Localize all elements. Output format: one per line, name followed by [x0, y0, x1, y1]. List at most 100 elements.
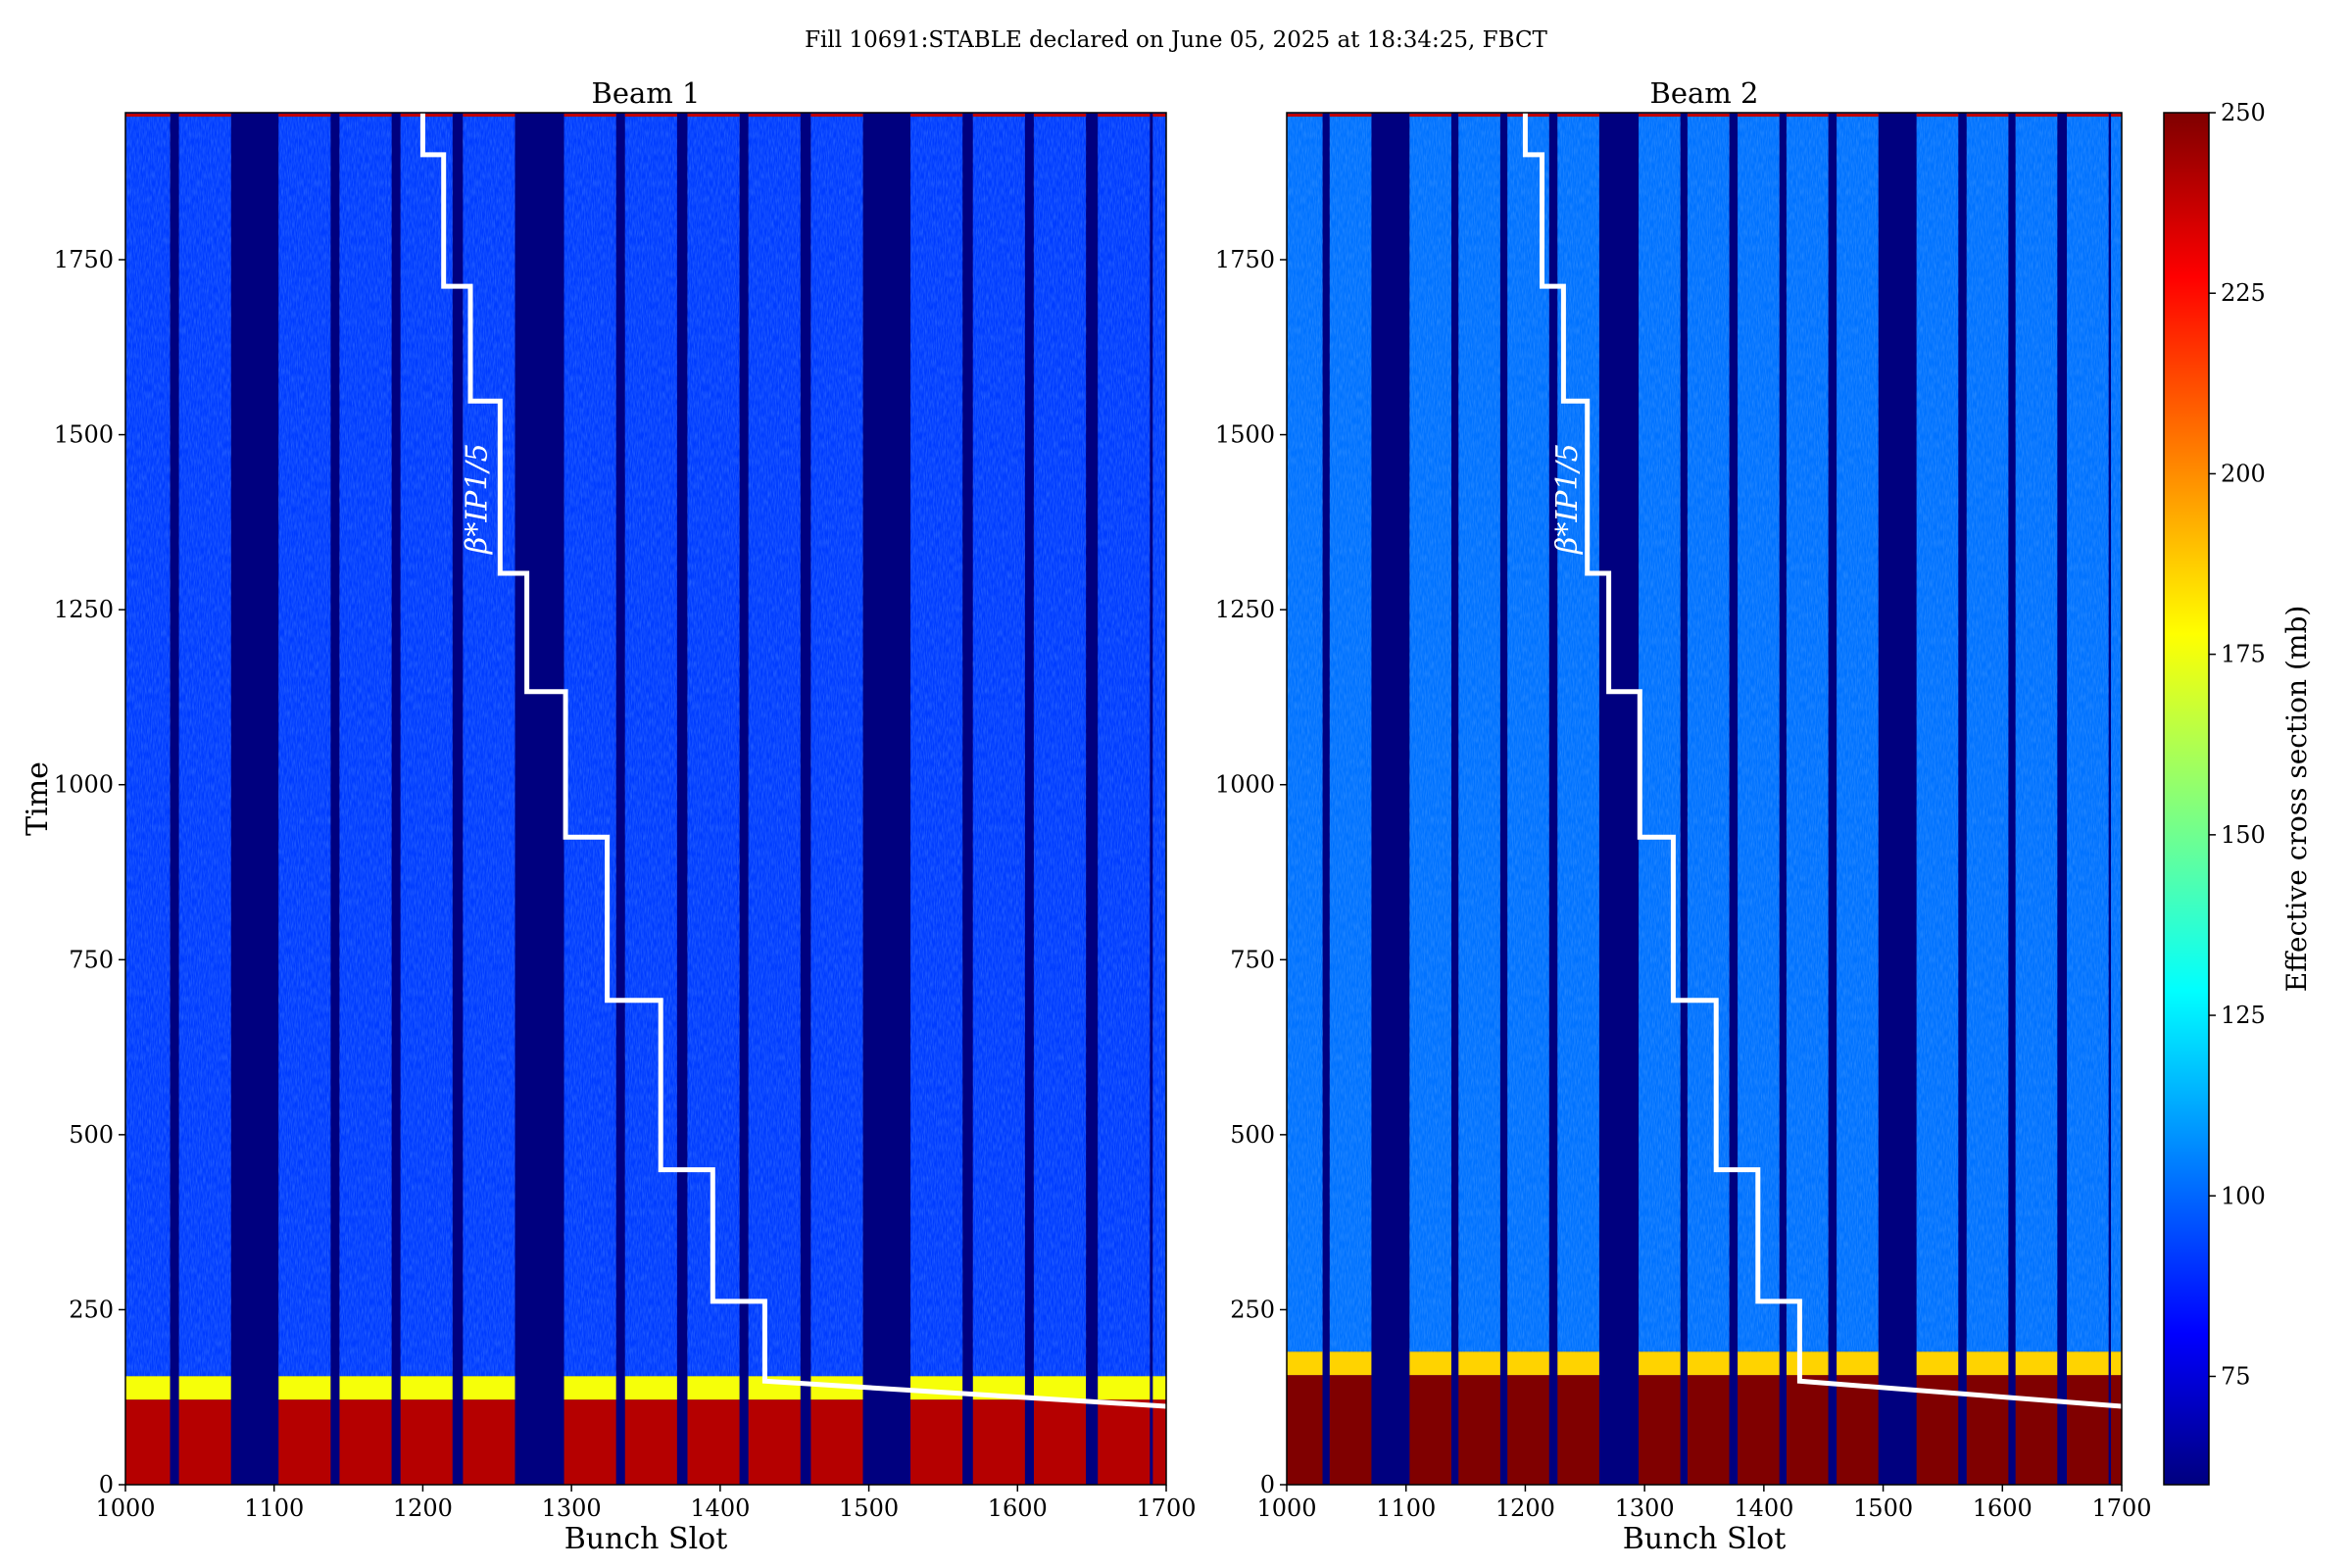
- y-tick-label: 750: [69, 946, 114, 973]
- train-texture: [1152, 113, 1166, 1377]
- train-texture: [2015, 113, 2058, 1352]
- train-high-region: [125, 1399, 171, 1485]
- train-high-region: [748, 1399, 801, 1485]
- x-tick-label: 1200: [1495, 1494, 1555, 1522]
- y-tick-label: 500: [1230, 1121, 1275, 1149]
- bunch-train: [1409, 113, 1451, 1485]
- train-top-row: [1557, 114, 1599, 117]
- figure-title: Fill 10691:STABLE declared on June 05, 2…: [805, 27, 1547, 53]
- colorbar-label: Effective cross section (mb): [2280, 606, 2313, 993]
- train-high-region: [1687, 1375, 1730, 1485]
- train-texture: [810, 113, 863, 1377]
- y-tick-label: 1750: [1215, 246, 1275, 273]
- train-top-row: [972, 114, 1025, 117]
- train-texture: [564, 113, 616, 1377]
- train-top-row: [1033, 114, 1087, 117]
- train-texture: [339, 113, 392, 1377]
- train-top-row: [1507, 114, 1549, 117]
- x-tick-label: 1400: [1734, 1494, 1793, 1522]
- plot-frame: [1286, 112, 2123, 1486]
- train-top-row: [910, 114, 963, 117]
- bunch-train: [748, 113, 801, 1485]
- train-texture: [1639, 113, 1681, 1352]
- train-transition: [1409, 1351, 1451, 1376]
- panel-beam-1: β*IP1/5 Beam 1 1000 1100 1200 1300 1400 1500 160…: [21, 76, 1197, 1556]
- train-top-row: [1409, 114, 1451, 117]
- train-texture: [748, 113, 801, 1377]
- train-transition: [564, 1376, 616, 1400]
- train-transition: [1329, 1351, 1372, 1376]
- train-high-region: [1033, 1399, 1087, 1485]
- y-tick-label: 0: [1260, 1471, 1275, 1498]
- train-high-region: [1409, 1375, 1451, 1485]
- train-transition: [278, 1376, 331, 1400]
- train-texture: [687, 113, 740, 1377]
- bunch-train: [278, 113, 331, 1485]
- train-top-row: [178, 114, 231, 117]
- train-transition: [1966, 1351, 2009, 1376]
- train-transition: [624, 1376, 677, 1400]
- bunch-train: [1329, 113, 1372, 1485]
- train-transition: [687, 1376, 740, 1400]
- train-high-region: [624, 1399, 677, 1485]
- train-transition: [1507, 1351, 1549, 1376]
- train-texture: [1329, 113, 1372, 1352]
- bunch-train: [687, 113, 740, 1485]
- train-top-row: [339, 114, 392, 117]
- train-top-row: [1639, 114, 1681, 117]
- train-texture: [624, 113, 677, 1377]
- train-top-row: [1098, 114, 1151, 117]
- y-tick-label: 500: [69, 1121, 114, 1149]
- colorbar-tick-label: 100: [2221, 1182, 2266, 1209]
- colorbar-tick-label: 75: [2221, 1362, 2251, 1390]
- x-tick-label: 1000: [95, 1494, 155, 1522]
- bunch-train: [1966, 113, 2009, 1485]
- bunch-train: [1507, 113, 1549, 1485]
- train-top-row: [564, 114, 616, 117]
- x-tick-label: 1100: [1376, 1494, 1436, 1522]
- train-texture: [2111, 113, 2122, 1352]
- beta-star-annotation: β*IP1/5: [1550, 443, 1585, 555]
- train-transition: [1458, 1351, 1500, 1376]
- train-top-row: [1329, 114, 1372, 117]
- colorbar-tick-label: 250: [2221, 99, 2266, 126]
- train-top-row: [1152, 114, 1166, 117]
- x-tick-label: 1000: [1256, 1494, 1316, 1522]
- train-texture: [1916, 113, 1959, 1352]
- train-transition: [1687, 1351, 1730, 1376]
- bunch-train: [910, 113, 963, 1485]
- bunch-train: [1916, 113, 1959, 1485]
- train-high-region: [400, 1399, 453, 1485]
- x-tick-label: 1600: [988, 1494, 1048, 1522]
- x-tick-label: 1300: [542, 1494, 602, 1522]
- bunch-train: [564, 113, 616, 1485]
- train-transition: [910, 1376, 963, 1400]
- train-texture: [1837, 113, 1879, 1352]
- train-texture: [1287, 113, 1323, 1352]
- train-texture: [1098, 113, 1151, 1377]
- colorbar-tick-label: 125: [2221, 1002, 2266, 1029]
- x-tick-label: 1100: [244, 1494, 304, 1522]
- train-top-row: [1687, 114, 1730, 117]
- x-tick-label: 1300: [1615, 1494, 1675, 1522]
- train-top-row: [1786, 114, 1829, 117]
- train-high-region: [687, 1399, 740, 1485]
- train-top-row: [1458, 114, 1500, 117]
- train-top-row: [463, 114, 515, 117]
- train-transition: [1557, 1351, 1599, 1376]
- train-transition: [2111, 1351, 2122, 1376]
- y-tick-label: 1250: [1215, 596, 1275, 623]
- bunch-train: [1687, 113, 1730, 1485]
- train-texture: [1786, 113, 1829, 1352]
- train-transition: [2067, 1351, 2109, 1376]
- train-transition: [339, 1376, 392, 1400]
- colorbar-gradient: [2163, 112, 2210, 1486]
- train-transition: [125, 1376, 171, 1400]
- x-tick-label: 1600: [1973, 1494, 2033, 1522]
- train-high-region: [1966, 1375, 2009, 1485]
- bunch-train: [1098, 113, 1151, 1485]
- train-high-region: [910, 1399, 963, 1485]
- bunch-train: [2111, 113, 2122, 1485]
- y-axis-label: Time: [21, 761, 55, 836]
- train-top-row: [748, 114, 801, 117]
